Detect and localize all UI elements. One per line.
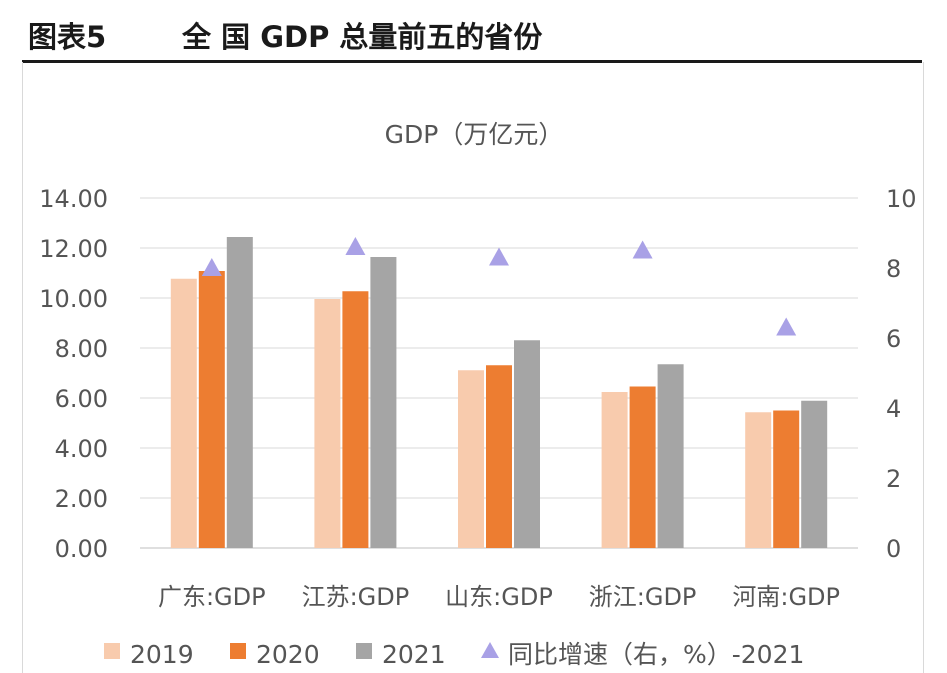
bar-2019-4 (745, 412, 772, 548)
right-tick-label: 0 (886, 535, 901, 563)
right-tick-label: 10 (886, 185, 917, 213)
growth-markers (201, 237, 797, 336)
left-tick-label: 2.00 (55, 485, 108, 513)
bar-2021-2 (514, 340, 540, 548)
legend-swatch-2019 (104, 643, 120, 659)
growth-marker-3 (632, 240, 653, 259)
legend-swatch-2021 (356, 643, 372, 659)
right-tick-label: 4 (886, 395, 901, 423)
bar-2021-1 (370, 257, 397, 548)
left-tick-label: 6.00 (55, 385, 108, 413)
bar-2021-3 (657, 364, 684, 548)
figure-header: 图表5 全 国 GDP 总量前五的省份 (22, 8, 922, 63)
legend-swatch-2020 (230, 643, 246, 659)
category-label: 江苏:GDP (302, 583, 410, 611)
legend-label: 2020 (256, 640, 320, 669)
category-labels: 广东:GDP 江苏:GDP 山东:GDP 浙江:GDP 河南:GDP (158, 583, 840, 611)
bar-2021-4 (801, 400, 828, 548)
growth-marker-1 (345, 237, 366, 255)
bar-2020-3 (629, 386, 656, 548)
bar-2020-0 (198, 271, 225, 548)
left-tick-label: 4.00 (55, 435, 108, 463)
growth-marker-0 (201, 258, 222, 276)
legend: 2019 2020 2021 同比增速（右，%）-2021 (104, 640, 804, 669)
bar-2019-1 (314, 299, 341, 548)
left-axis-ticks: 0.00 2.00 4.00 6.00 8.00 10.00 12.00 14.00 (39, 185, 108, 563)
legend-label: 2021 (382, 640, 446, 669)
chart-frame (22, 62, 924, 673)
bar-2019-2 (458, 370, 484, 548)
left-tick-label: 10.00 (39, 285, 108, 313)
category-label: 广东:GDP (158, 583, 266, 611)
right-tick-label: 2 (886, 465, 901, 493)
figure-label: 图表5 (28, 20, 107, 54)
left-tick-label: 12.00 (39, 235, 108, 263)
bar-2019-0 (170, 278, 197, 548)
legend-label: 同比增速（右，%）-2021 (508, 640, 804, 669)
right-tick-label: 6 (886, 325, 901, 353)
bar-2019-3 (601, 392, 628, 548)
left-tick-label: 8.00 (55, 335, 108, 363)
right-axis-ticks: 0 2 4 6 8 10 (886, 185, 917, 563)
bar-2020-2 (486, 365, 512, 548)
bars (170, 237, 828, 548)
left-tick-label: 14.00 (39, 185, 108, 213)
bar-2020-1 (342, 291, 369, 548)
category-label: 河南:GDP (732, 583, 840, 611)
bar-2021-0 (226, 237, 253, 548)
category-label: 山东:GDP (445, 583, 553, 611)
left-tick-label: 0.00 (55, 535, 108, 563)
category-label: 浙江:GDP (589, 583, 697, 611)
legend-label: 2019 (130, 640, 194, 669)
figure-title: 全 国 GDP 总量前五的省份 (182, 20, 543, 54)
bar-2020-4 (773, 410, 800, 548)
chart-title: GDP（万亿元） (385, 120, 564, 149)
legend-swatch-growth (481, 642, 499, 658)
right-tick-label: 8 (886, 255, 901, 283)
growth-marker-4 (776, 317, 797, 336)
growth-marker-2 (489, 247, 509, 266)
